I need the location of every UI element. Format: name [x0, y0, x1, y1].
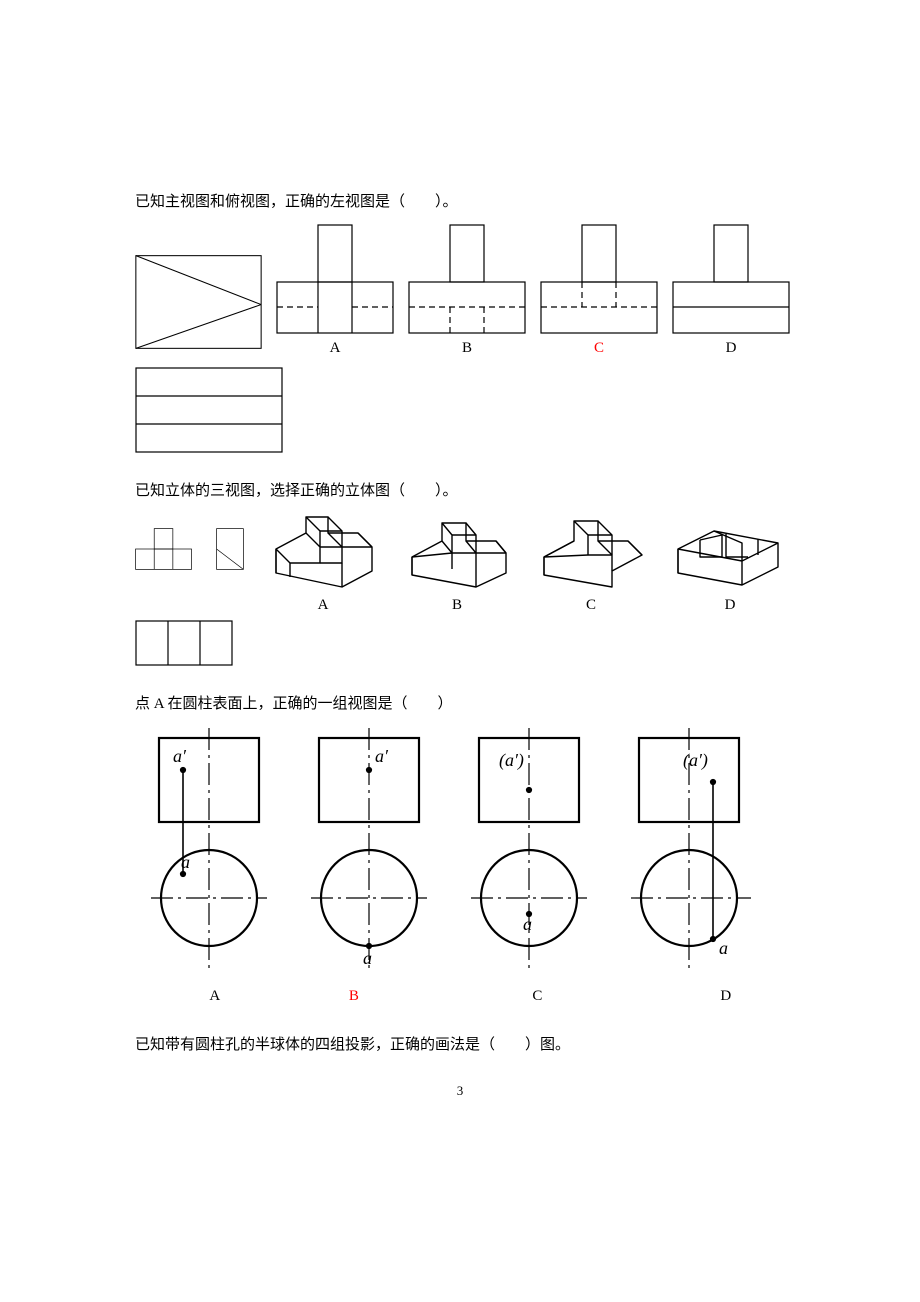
svg-text:a: a [523, 914, 532, 934]
svg-text:a: a [181, 852, 190, 872]
svg-text:(a′): (a′) [499, 750, 524, 771]
q2-figures-row: A B [135, 513, 790, 614]
q1-option-b-label: B [462, 340, 472, 357]
q2-text: 已知立体的三视图，选择正确的立体图（ ）。 [135, 479, 790, 503]
q2-option-d-figure [670, 513, 790, 591]
q1-option-d-figure [672, 224, 790, 334]
page-number: 3 [0, 1083, 920, 1099]
q2-option-c-figure [536, 513, 646, 591]
q2-option-c-label: C [586, 597, 596, 614]
q2-option-b-label: B [452, 597, 462, 614]
q3-text: 点 A 在圆柱表面上，正确的一组视图是（ ） [135, 692, 790, 716]
q1-text: 已知主视图和俯视图，正确的左视图是（ ）。 [135, 190, 790, 214]
svg-text:(a′): (a′) [683, 750, 708, 771]
q3-option-a-label: A [195, 988, 235, 1005]
q1-given-front [135, 247, 262, 357]
q3-figures: a′ a a′ a (a′) [135, 726, 765, 978]
q1-option-a-label: A [330, 340, 341, 357]
q2-given-side [216, 513, 244, 585]
q1-given-top [135, 367, 283, 453]
q2-given-top [135, 620, 233, 666]
q3-option-b-label: B [295, 988, 414, 1005]
q3-option-d-label: D [662, 988, 790, 1005]
q1-option-c-label: C [594, 340, 604, 357]
q2-option-d-label: D [725, 597, 736, 614]
q3-option-c-label: C [473, 988, 601, 1005]
q4-text: 已知带有圆柱孔的半球体的四组投影，正确的画法是（ ）图。 [135, 1033, 790, 1057]
q1-option-a-figure [276, 224, 394, 334]
svg-text:a: a [363, 948, 372, 968]
q2-option-a-label: A [318, 597, 329, 614]
q2-given-front [135, 513, 192, 585]
svg-text:a′: a′ [173, 746, 187, 766]
q1-option-b-figure [408, 224, 526, 334]
q2-option-b-figure [402, 513, 512, 591]
q2-option-a-figure [268, 513, 378, 591]
q1-figures-row: A B [135, 224, 790, 357]
q1-option-c-figure [540, 224, 658, 334]
svg-text:a′: a′ [375, 746, 389, 766]
q1-option-d-label: D [726, 340, 737, 357]
svg-text:a: a [719, 938, 728, 958]
